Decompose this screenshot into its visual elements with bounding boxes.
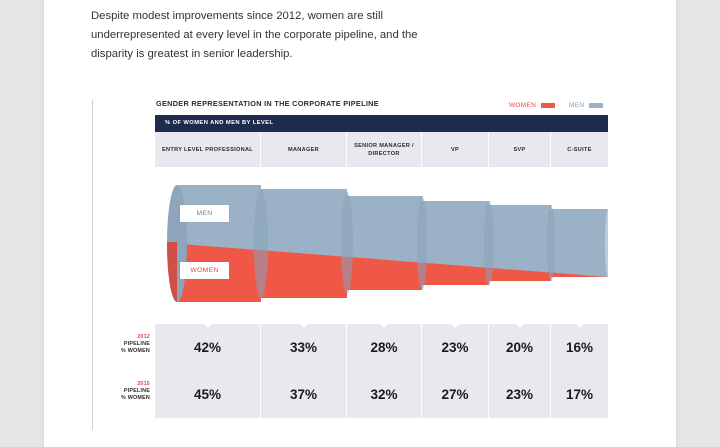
cell-value: 45% [193, 387, 222, 402]
left-rule [92, 100, 93, 430]
legend-women: WOMEN [509, 100, 556, 110]
value-cell: 16% [551, 324, 608, 371]
legend-men-label: MEN [569, 101, 585, 109]
value-cell: 23% [422, 324, 489, 371]
value-cell: 28% [347, 324, 422, 371]
pipe-joint [547, 205, 555, 281]
pipe-joint [341, 192, 353, 294]
row-label-line: PIPELINE [123, 388, 150, 394]
row-label-line: % WOMEN [121, 395, 150, 401]
cell-value: 27% [441, 387, 469, 402]
row-label-2015: 2015 PIPELINE % WOMEN [100, 381, 150, 402]
table-row-2015: 45% 37% 32% 27% 23% 17% [155, 371, 608, 418]
chart-subheader: % OF WOMEN AND MEN BY LEVEL [155, 115, 608, 132]
intro-paragraph: Despite modest improvements since 2012, … [91, 10, 418, 60]
pipe-joint [417, 196, 427, 290]
cell-value: 23% [441, 340, 469, 355]
legend-women-swatch [541, 102, 556, 108]
value-cell: 42% [155, 324, 261, 371]
value-cell: 45% [155, 371, 261, 418]
pipe-women-fill [177, 242, 608, 302]
level-headers: ENTRY LEVEL PROFESSIONAL MANAGER SENIOR … [155, 132, 608, 167]
cell-value: 16% [565, 340, 594, 355]
cell-value: 33% [289, 340, 318, 355]
cell-value: 32% [370, 387, 398, 402]
cell-value: 17% [565, 387, 594, 402]
value-cell: 20% [489, 324, 551, 371]
pipe-joint [484, 201, 494, 285]
pipe-label-women: WOMEN [180, 262, 229, 279]
table-row-2012: 42% 33% 28% 23% 20% 16% [155, 324, 608, 371]
pipe-label-men: MEN [180, 205, 229, 222]
value-cell: 37% [261, 371, 347, 418]
level-header: C-SUITE [551, 132, 608, 167]
legend-men-swatch [589, 102, 604, 108]
row-label-line: PIPELINE [123, 341, 150, 347]
value-cell: 27% [422, 371, 489, 418]
level-header: ENTRY LEVEL PROFESSIONAL [155, 132, 261, 167]
value-cell: 33% [261, 324, 347, 371]
pipe-end [605, 209, 608, 277]
level-header: MANAGER [261, 132, 347, 167]
cell-value: 28% [370, 340, 398, 355]
cell-value: 20% [505, 340, 534, 355]
row-label-line: % WOMEN [121, 348, 150, 354]
value-cell: 32% [347, 371, 422, 418]
cell-value: 23% [505, 387, 534, 402]
cell-value: 42% [193, 340, 222, 355]
pipeline-svg [166, 185, 608, 302]
legend-women-label: WOMEN [509, 101, 537, 109]
row-year: 2012 [137, 334, 150, 340]
pipe-cap-women [166, 242, 177, 302]
cell-value: 37% [289, 387, 318, 402]
pipe-joint [254, 189, 268, 298]
row-year: 2015 [137, 381, 150, 387]
value-cell: 17% [551, 371, 608, 418]
chart-title: GENDER REPRESENTATION IN THE CORPORATE P… [156, 99, 379, 108]
value-cell: 23% [489, 371, 551, 418]
level-header: SENIOR MANAGER / DIRECTOR [347, 132, 422, 167]
pipeline-graphic [155, 167, 608, 323]
row-label-2012: 2012 PIPELINE % WOMEN [100, 334, 150, 355]
level-header: VP [422, 132, 489, 167]
legend-men: MEN [569, 100, 604, 110]
level-header: SVP [489, 132, 551, 167]
